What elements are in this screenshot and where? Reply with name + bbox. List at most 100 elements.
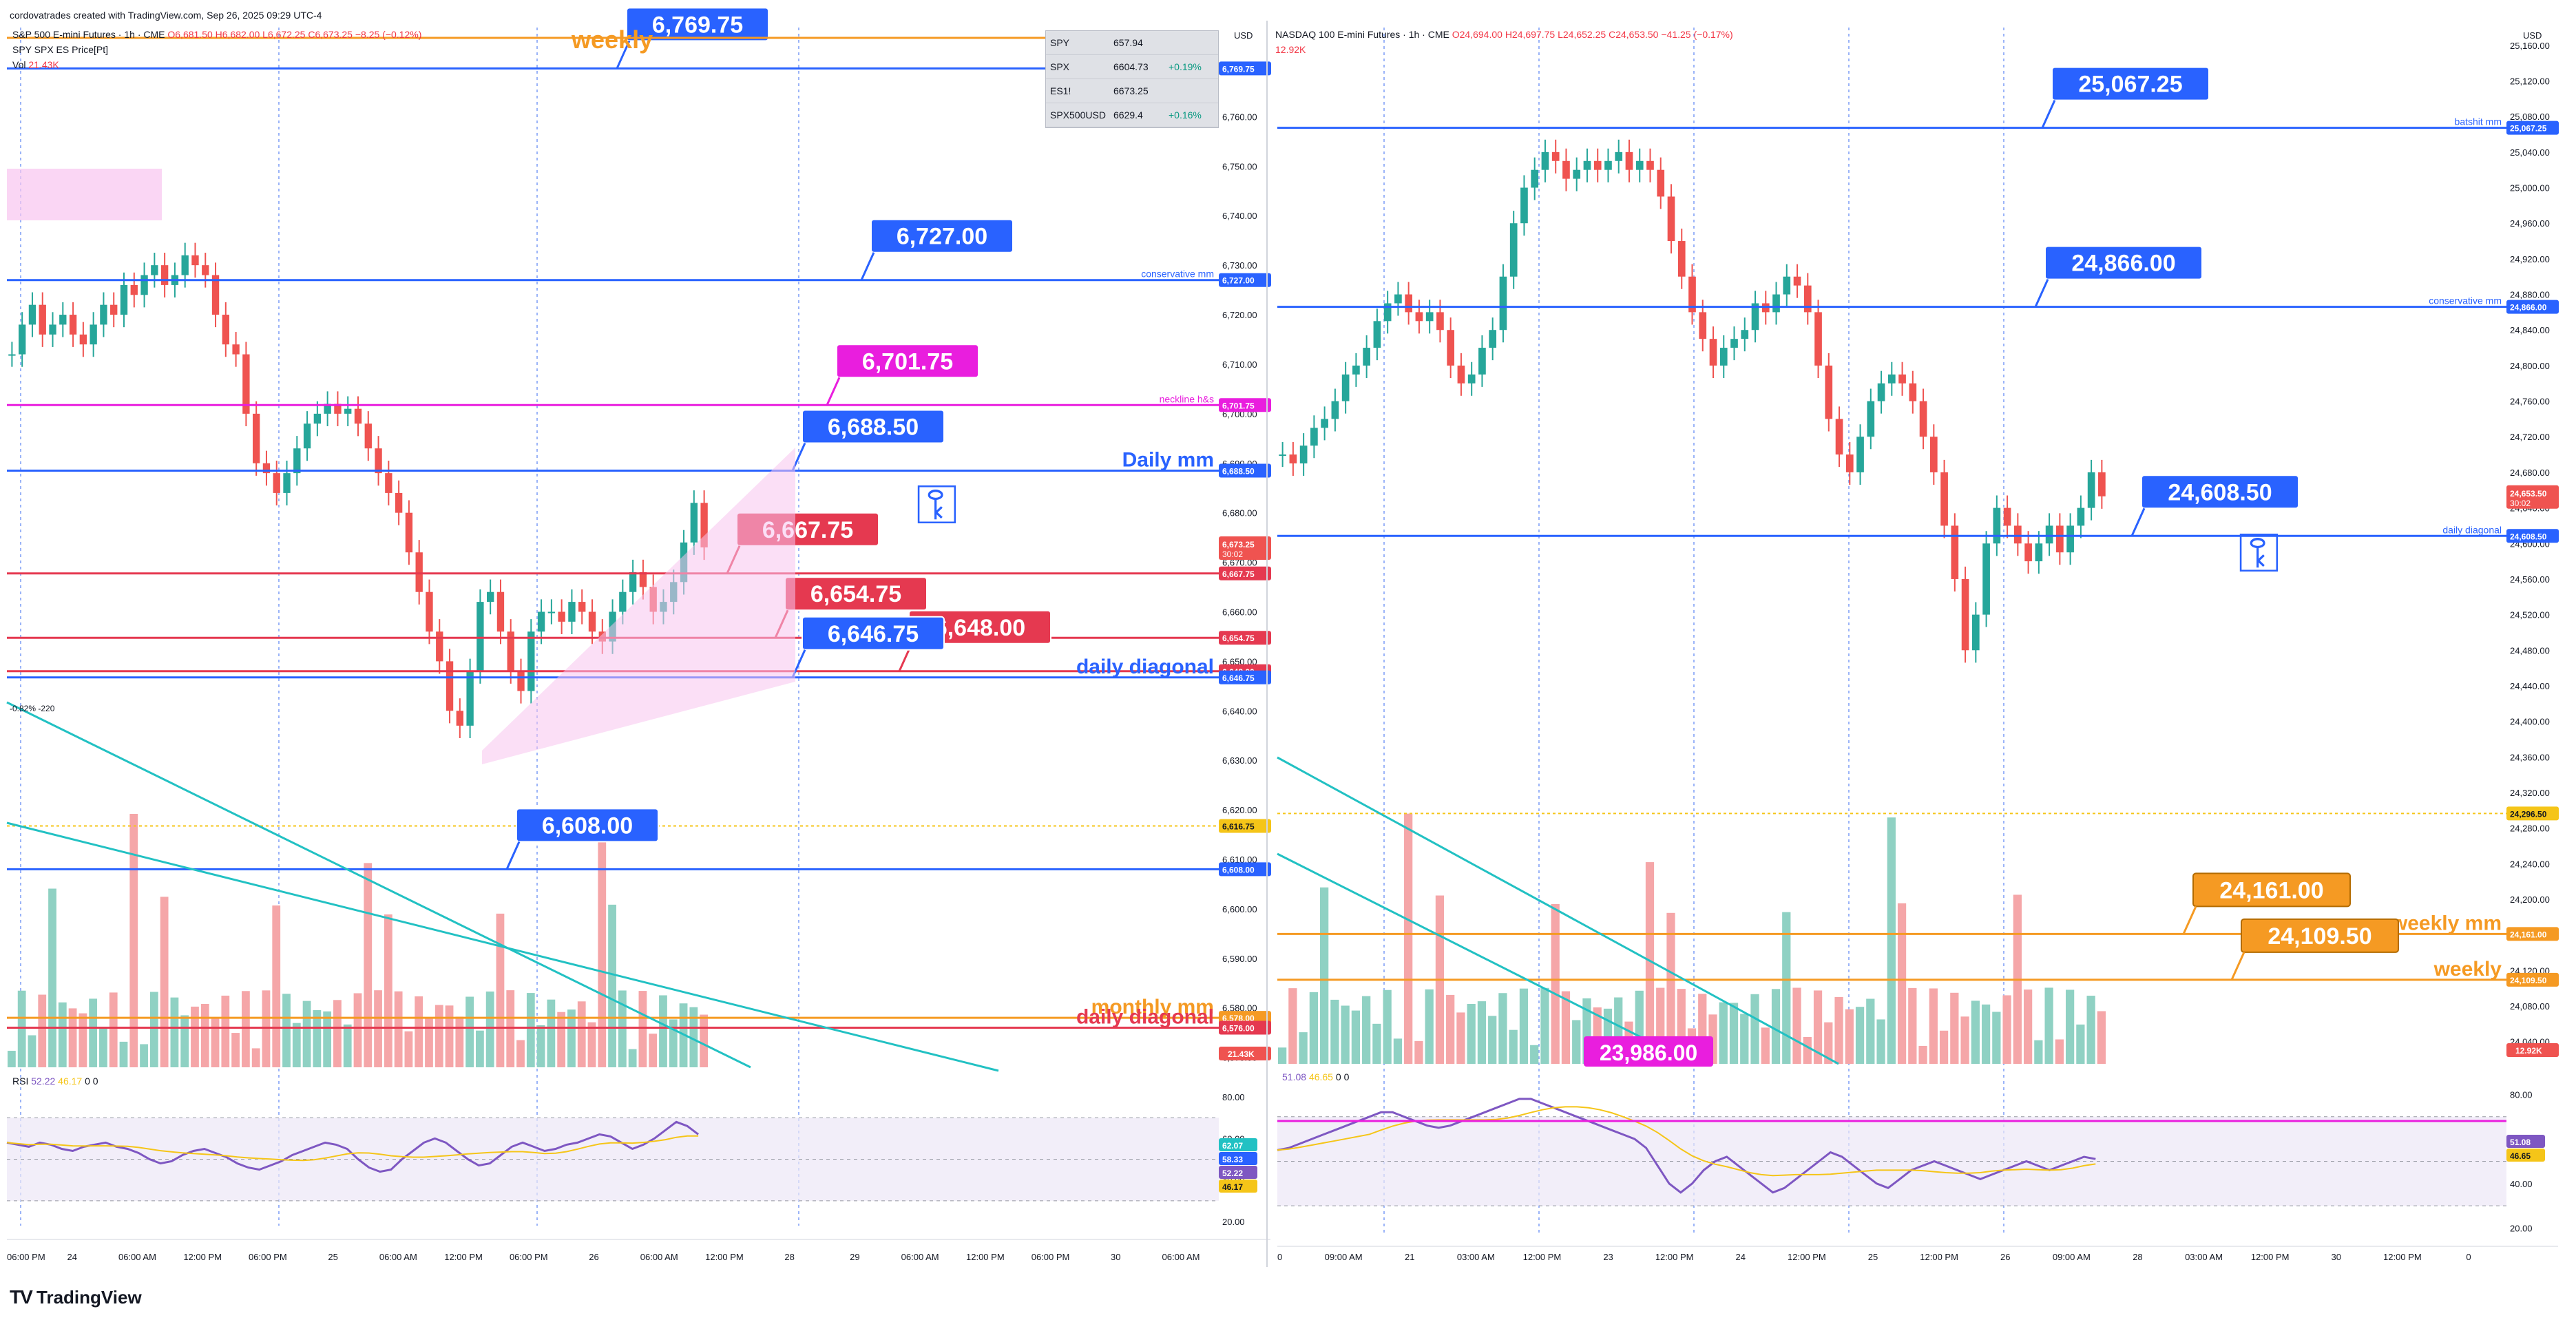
candle[interactable] [1341, 374, 1350, 401]
candle[interactable] [1951, 525, 1959, 579]
candle[interactable] [2024, 543, 2032, 562]
candle[interactable] [2003, 507, 2011, 526]
candle[interactable] [1730, 339, 1738, 348]
candle[interactable] [2035, 543, 2043, 562]
candle[interactable] [191, 255, 199, 266]
candle[interactable] [466, 671, 474, 726]
candle[interactable] [375, 448, 382, 474]
candle[interactable] [28, 304, 36, 325]
candle[interactable] [140, 275, 148, 295]
candle[interactable] [1593, 160, 1602, 170]
candle[interactable] [211, 275, 220, 315]
candle[interactable] [436, 631, 443, 662]
candle[interactable] [364, 423, 372, 449]
candle[interactable] [90, 324, 97, 345]
candle[interactable] [1909, 383, 1917, 401]
price-callout[interactable] [1584, 1036, 1713, 1067]
candle[interactable] [8, 354, 16, 356]
tradingview-logo[interactable]: TV TradingView [10, 1286, 142, 1308]
candle[interactable] [1961, 578, 1969, 651]
candle[interactable] [415, 552, 423, 592]
price-callout[interactable] [2241, 918, 2399, 953]
candle[interactable] [1394, 294, 1402, 304]
candle[interactable] [293, 448, 301, 474]
candle[interactable] [1709, 339, 1717, 366]
candle[interactable] [1803, 285, 1812, 313]
candle[interactable] [1877, 383, 1885, 401]
candle[interactable] [1541, 151, 1549, 170]
trendline[interactable] [6, 701, 751, 1069]
candle[interactable] [527, 631, 535, 691]
es-currency[interactable]: USD [1234, 30, 1253, 41]
candle[interactable] [1531, 169, 1539, 188]
candle[interactable] [344, 408, 352, 414]
candle[interactable] [2066, 525, 2074, 553]
candle[interactable] [273, 473, 280, 493]
candle[interactable] [1719, 348, 1728, 366]
price-callout[interactable] [2192, 872, 2351, 908]
candle[interactable] [507, 631, 514, 671]
candle[interactable] [262, 463, 271, 474]
candle[interactable] [130, 284, 138, 295]
candle[interactable] [1321, 419, 1328, 428]
candle[interactable] [181, 255, 189, 275]
candle[interactable] [19, 324, 26, 355]
candle[interactable] [568, 602, 576, 622]
candle[interactable] [100, 304, 107, 325]
trendline[interactable] [1277, 756, 1839, 1065]
es-volume-legend[interactable]: Vol 21.43K [12, 59, 59, 70]
nq-volume-legend[interactable]: 12.92K [1275, 44, 1306, 55]
candle[interactable] [222, 315, 229, 345]
candle[interactable] [1373, 321, 1381, 348]
trendline[interactable] [6, 821, 999, 1072]
candle[interactable] [160, 265, 169, 285]
candle[interactable] [1971, 614, 1980, 651]
candle[interactable] [49, 324, 56, 335]
candle[interactable] [1993, 507, 2001, 544]
candle[interactable] [1457, 365, 1465, 384]
es-symbol-title[interactable]: S&P 500 E-mini Futures · 1h · CME [12, 29, 165, 40]
nq-rsi-legend[interactable]: 51.08 46.65 0 0 [1282, 1071, 1349, 1082]
candle[interactable] [151, 265, 158, 275]
price-callout[interactable] [870, 218, 1014, 253]
candle[interactable] [1425, 312, 1434, 322]
candle[interactable] [1635, 160, 1644, 170]
price-callout[interactable] [2051, 66, 2210, 101]
candle[interactable] [303, 423, 311, 449]
candle[interactable] [283, 473, 291, 493]
candle[interactable] [79, 334, 87, 345]
candle[interactable] [395, 492, 403, 513]
candle[interactable] [1929, 437, 1938, 472]
candle[interactable] [253, 413, 260, 463]
candle[interactable] [2045, 525, 2053, 544]
candle[interactable] [69, 315, 77, 335]
candle[interactable] [1867, 401, 1875, 437]
price-callout[interactable] [802, 616, 945, 651]
candle[interactable] [1310, 428, 1318, 446]
candle[interactable] [120, 284, 128, 315]
candle[interactable] [1783, 276, 1791, 295]
candle[interactable] [1646, 160, 1654, 170]
candle[interactable] [110, 304, 118, 315]
candle[interactable] [1489, 330, 1497, 348]
candle[interactable] [547, 611, 556, 614]
candle[interactable] [202, 265, 209, 275]
candle[interactable] [1383, 303, 1392, 322]
price-callout[interactable] [626, 7, 769, 42]
compare-row-spy[interactable]: SPY 657.94 [1046, 31, 1218, 55]
candle[interactable] [1625, 151, 1633, 170]
es-rsi-legend[interactable]: RSI 52.22 46.17 0 0 [12, 1076, 98, 1087]
candle[interactable] [1856, 437, 1864, 472]
candle[interactable] [405, 512, 413, 553]
candle[interactable] [456, 711, 463, 726]
candle[interactable] [1573, 169, 1581, 179]
es-indicator-legend[interactable]: SPY SPX ES Price[Pt] [12, 44, 109, 55]
candle[interactable] [1677, 241, 1686, 277]
price-callout[interactable] [2141, 474, 2299, 510]
nq-symbol-title[interactable]: NASDAQ 100 E-mini Futures · 1h · CME [1275, 29, 1449, 40]
candle[interactable] [1583, 160, 1591, 170]
candle[interactable] [1982, 543, 1990, 615]
candle[interactable] [1363, 348, 1370, 366]
candle[interactable] [1331, 401, 1339, 419]
candle[interactable] [1835, 419, 1843, 455]
